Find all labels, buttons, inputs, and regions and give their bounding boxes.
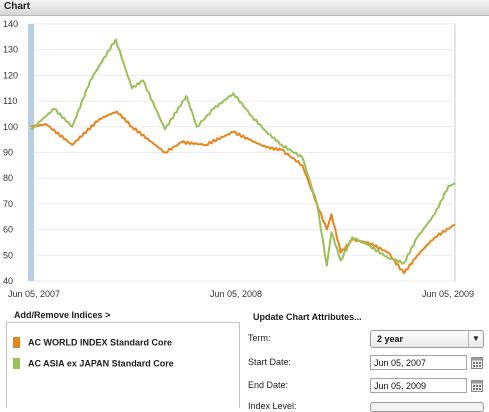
y-tick-label: 100 bbox=[3, 122, 18, 132]
x-tick-label: Jun 05, 2008 bbox=[210, 289, 262, 299]
y-tick-label: 130 bbox=[3, 45, 18, 55]
calendar-icon[interactable] bbox=[471, 357, 483, 369]
index-item-asia[interactable]: AC ASIA ex JAPAN Standard Core bbox=[13, 358, 174, 370]
term-select[interactable]: 2 year ▼ bbox=[370, 330, 484, 348]
chart-title: Chart bbox=[4, 1, 31, 12]
index-level-label: Index Level: bbox=[248, 401, 297, 411]
y-tick-label: 110 bbox=[3, 96, 17, 106]
y-tick-label: 70 bbox=[3, 199, 13, 209]
calendar-icon[interactable] bbox=[471, 380, 483, 392]
end-date-label: End Date: bbox=[248, 380, 289, 390]
index-level-select[interactable] bbox=[370, 402, 484, 412]
term-label: Term: bbox=[248, 333, 271, 343]
y-tick-label: 50 bbox=[3, 250, 13, 260]
y-tick-label: 80 bbox=[3, 173, 13, 183]
series-line-asia bbox=[30, 38, 456, 267]
y-tick-label: 40 bbox=[3, 276, 13, 286]
series-line-world bbox=[30, 110, 456, 275]
chevron-down-icon[interactable]: ▼ bbox=[468, 331, 483, 347]
update-chart-attributes-heading: Update Chart Attributes... bbox=[253, 312, 362, 322]
y-tick-label: 120 bbox=[3, 70, 18, 80]
y-tick-label: 90 bbox=[3, 148, 13, 158]
index-label: AC ASIA ex JAPAN Standard Core bbox=[28, 358, 174, 369]
line-chart: 140 130 120 110 100 90 80 70 60 50 40 Jun 05, 2007 J… bbox=[3, 19, 474, 299]
y-tick-label: 140 bbox=[3, 19, 18, 29]
index-color-swatch bbox=[13, 358, 20, 370]
indices-list: AC WORLD INDEX Standard Core AC ASIA ex … bbox=[6, 322, 240, 408]
y-tick-label: 60 bbox=[3, 225, 13, 235]
index-label: AC WORLD INDEX Standard Core bbox=[28, 337, 173, 348]
chart-area: 140 130 120 110 100 90 80 70 60 50 40 Jun 05, 2007 J… bbox=[0, 16, 489, 306]
start-date-label: Start Date: bbox=[248, 357, 292, 367]
add-remove-indices-link[interactable]: Add/Remove Indices > bbox=[14, 310, 111, 320]
x-tick-label: Jun 05, 2009 bbox=[422, 289, 474, 299]
end-date-input[interactable] bbox=[370, 378, 467, 393]
chart-header: Chart bbox=[0, 0, 489, 16]
index-item-world[interactable]: AC WORLD INDEX Standard Core bbox=[13, 337, 173, 349]
index-color-swatch bbox=[13, 337, 20, 349]
y-axis-scroll-strip bbox=[28, 24, 34, 281]
start-date-input[interactable] bbox=[370, 355, 467, 370]
term-value: 2 year bbox=[377, 334, 404, 344]
x-tick-label: Jun 05, 2007 bbox=[8, 289, 60, 299]
